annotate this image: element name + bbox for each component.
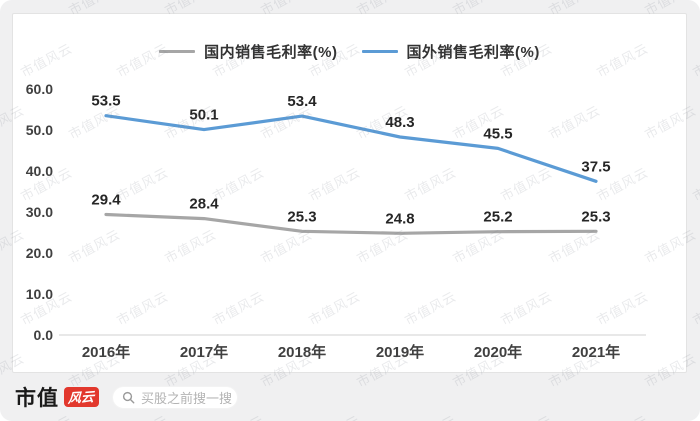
watermark-text: 市值风云 [690, 40, 700, 81]
brand-text: 市值 [15, 387, 59, 410]
data-label: 25.3 [581, 208, 610, 225]
y-tick-label: 0.0 [34, 327, 54, 343]
data-label: 25.3 [287, 208, 316, 225]
data-label: 53.4 [287, 93, 317, 110]
y-tick-label: 40.0 [26, 163, 53, 179]
series-line-1 [104, 114, 598, 183]
legend-label-foreign: 国外销售毛利率(%) [406, 44, 540, 61]
data-label: 48.3 [385, 114, 414, 131]
search-placeholder: 买股之前搜一搜 [141, 390, 233, 406]
watermark-text: 市值风云 [690, 288, 700, 329]
chart-legend: 国内销售毛利率(%) 国外销售毛利率(%) [13, 41, 686, 62]
x-tick-label: 2017年 [180, 343, 228, 361]
data-label: 24.8 [385, 210, 414, 227]
legend-line-swatch-domestic [159, 50, 196, 53]
brand-badge: 风云 [64, 387, 99, 407]
legend-item-domestic: 国内销售毛利率(%) [159, 41, 337, 62]
brand-logo: 市值 风云 [15, 382, 99, 412]
search-bar[interactable]: 买股之前搜一搜 [112, 385, 238, 409]
x-tick-label: 2020年 [474, 343, 522, 361]
data-label: 29.4 [91, 191, 121, 208]
footer-bar: 市值 风云 买股之前搜一搜 [0, 373, 700, 421]
x-tick-label: 2018年 [278, 343, 326, 361]
y-tick-label: 60.0 [26, 81, 53, 97]
series-line-0 [104, 212, 598, 235]
data-label: 28.4 [189, 196, 219, 213]
watermark-text: 市值风云 [690, 164, 700, 205]
y-tick-label: 20.0 [26, 245, 53, 261]
legend-label-domestic: 国内销售毛利率(%) [204, 44, 338, 61]
x-tick-label: 2016年 [82, 343, 130, 361]
data-label: 53.5 [91, 93, 120, 110]
data-label: 25.2 [483, 209, 512, 226]
y-tick-label: 50.0 [26, 122, 53, 138]
data-label: 50.1 [189, 107, 218, 124]
x-tick-label: 2019年 [376, 343, 424, 361]
y-tick-label: 30.0 [26, 204, 53, 220]
line-chart: 0.0 10.0 20.0 30.0 40.0 50.0 60.0 2016年 2017年 201… [26, 81, 646, 361]
data-label: 37.5 [581, 158, 610, 175]
search-icon [122, 391, 135, 403]
data-label: 45.5 [483, 125, 512, 142]
chart-card: 0.0 10.0 20.0 30.0 40.0 50.0 60.0 2016年 2017年 201… [12, 13, 687, 373]
y-tick-label: 10.0 [26, 286, 53, 302]
legend-item-foreign: 国外销售毛利率(%) [361, 41, 540, 62]
brand-badge-text: 风云 [68, 388, 95, 406]
x-tick-label: 2021年 [572, 343, 620, 361]
legend-line-swatch-foreign [361, 50, 398, 53]
